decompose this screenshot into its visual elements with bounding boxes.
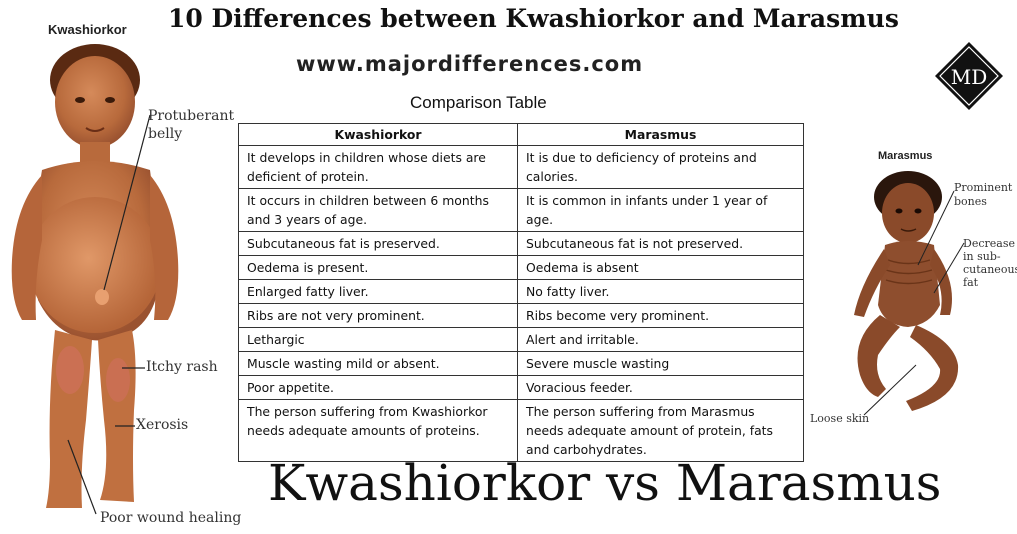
- label-in-sub: in sub-: [963, 250, 1001, 263]
- kwashiorkor-cell: It develops in children whose diets are …: [238, 145, 518, 189]
- marasmus-cell: It is due to deficiency of proteins and …: [517, 145, 804, 189]
- marasmus-cell: Voracious feeder.: [517, 375, 804, 400]
- table-caption: Comparison Table: [410, 93, 547, 112]
- label-belly: belly: [148, 126, 183, 142]
- table-row: Subcutaneous fat is preserved. Subcutaneo…: [238, 231, 804, 256]
- marasmus-cell: Alert and irritable.: [517, 327, 804, 352]
- marasmus-cell: Subcutaneous fat is not preserved.: [517, 231, 804, 256]
- kwashiorkor-cell: Muscle wasting mild or absent.: [238, 351, 518, 376]
- kwashiorkor-cell: Enlarged fatty liver.: [238, 279, 518, 304]
- label-decrease: Decrease: [963, 237, 1015, 250]
- page-title: 10 Differences between Kwashiorkor and M…: [168, 4, 899, 33]
- label-xerosis: Xerosis: [136, 417, 189, 433]
- table-row: It develops in children whose diets are …: [238, 145, 804, 189]
- table-row: Ribs are not very prominent. Ribs become …: [238, 303, 804, 328]
- logo-text: MD: [951, 65, 988, 89]
- kwashiorkor-cell: Lethargic: [238, 327, 518, 352]
- kwashiorkor-cell: Oedema is present.: [238, 255, 518, 280]
- marasmus-cell: Oedema is absent: [517, 255, 804, 280]
- kwashiorkor-figure-title: Kwashiorkor: [48, 22, 127, 37]
- label-loose-skin: Loose skin: [810, 412, 870, 425]
- website-url: www.majordifferences.com: [296, 52, 644, 76]
- label-cutaneous: cutaneous: [963, 263, 1017, 276]
- kwashiorkor-child-illustration: [11, 44, 179, 515]
- table-header-row: Kwashiorkor Marasmus: [238, 123, 804, 146]
- header-kwashiorkor: Kwashiorkor: [238, 123, 518, 146]
- marasmus-cell: The person suffering from Marasmus needs…: [517, 399, 804, 462]
- marasmus-child-illustration: [854, 171, 965, 416]
- kwashiorkor-cell: Ribs are not very prominent.: [238, 303, 518, 328]
- kwashiorkor-cell: The person suffering from Kwashiorkor ne…: [238, 399, 518, 462]
- kwashiorkor-cell: It occurs in children between 6 months a…: [238, 188, 518, 232]
- footer-title: Kwashiorkor vs Marasmus: [268, 454, 942, 512]
- kwashiorkor-cell: Subcutaneous fat is preserved.: [238, 231, 518, 256]
- label-protuberant: Protuberant: [148, 108, 235, 124]
- table-row: Muscle wasting mild or absent. Severe mus…: [238, 351, 804, 376]
- marasmus-cell: It is common in infants under 1 year of …: [517, 188, 804, 232]
- marasmus-figure-title: Marasmus: [878, 150, 933, 162]
- label-prominent: Prominent: [954, 181, 1013, 194]
- table-row: The person suffering from Kwashiorkor ne…: [238, 399, 804, 462]
- marasmus-cell: Ribs become very prominent.: [517, 303, 804, 328]
- label-poor-wound-healing: Poor wound healing: [100, 510, 242, 526]
- comparison-table: Kwashiorkor Marasmus It develops in chil…: [238, 123, 804, 462]
- table-row: Lethargic Alert and irritable.: [238, 327, 804, 352]
- table-row: Enlarged fatty liver. No fatty liver.: [238, 279, 804, 304]
- header-marasmus: Marasmus: [517, 123, 804, 146]
- label-bones: bones: [954, 195, 987, 208]
- table-row: Oedema is present. Oedema is absent: [238, 255, 804, 280]
- marasmus-cell: Severe muscle wasting: [517, 351, 804, 376]
- table-row: It occurs in children between 6 months a…: [238, 188, 804, 232]
- table-row: Poor appetite. Voracious feeder.: [238, 375, 804, 400]
- kwashiorkor-cell: Poor appetite.: [238, 375, 518, 400]
- label-fat: fat: [963, 276, 979, 289]
- label-itchy-rash: Itchy rash: [146, 359, 218, 375]
- marasmus-cell: No fatty liver.: [517, 279, 804, 304]
- md-logo: MD: [935, 42, 1003, 110]
